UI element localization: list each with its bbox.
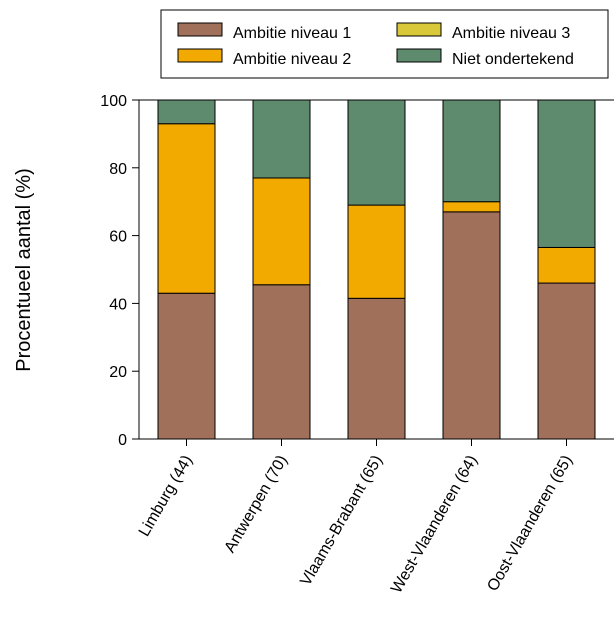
x-tick-label: Oost-Vlaanderen (65): [484, 453, 576, 595]
bar-segment-4-series-2: [442, 201, 501, 213]
bar-segment-5-series-2: [537, 246, 596, 284]
y-tick-label: 80: [109, 161, 127, 178]
bar-segment-3-series-2: [347, 204, 406, 299]
bar-segment-4-series-4: [442, 99, 501, 203]
legend-swatch: [396, 22, 442, 37]
bar-segment-2-series-2: [252, 177, 311, 286]
legend-label: Ambitie niveau 2: [233, 51, 351, 68]
legend-label: Ambitie niveau 3: [452, 25, 570, 42]
bar-segment-1-series-1: [157, 292, 216, 440]
bar-segment-4-series-1: [442, 211, 501, 440]
bar-segment-1-series-2: [157, 123, 216, 294]
x-tick-label: Limburg (44): [136, 453, 196, 540]
legend-swatch: [396, 48, 442, 63]
x-tick-label: Vlaams-Brabant (65): [297, 453, 386, 589]
bar-segment-2-series-4: [252, 99, 311, 179]
bar-segment-3-series-1: [347, 297, 406, 440]
y-axis-label: Procentueel aantal (%): [13, 168, 35, 371]
legend-label: Ambitie niveau 1: [233, 25, 351, 42]
bar-segment-1-series-4: [157, 99, 216, 125]
x-tick-label: Antwerpen (70): [222, 453, 291, 556]
bar-segment-5-series-1: [537, 282, 596, 440]
y-tick-label: 60: [109, 229, 127, 246]
legend-swatch: [177, 22, 223, 37]
legend-label: Niet ondertekend: [452, 51, 574, 68]
y-tick-label: 20: [109, 364, 127, 381]
y-tick-label: 100: [100, 93, 127, 110]
bar-segment-2-series-1: [252, 284, 311, 440]
plot-area: Limburg (44) Antwerpen (70) Vlaams-Brabant…: [100, 93, 614, 596]
bar-segment-5-series-4: [537, 99, 596, 248]
y-tick-label: 40: [109, 296, 127, 313]
x-tick-label: West-Vlaanderen (64): [388, 453, 481, 597]
bar-segment-3-series-4: [347, 99, 406, 206]
legend-swatch: [177, 48, 223, 63]
legend: Ambitie niveau 1 Ambitie niveau 2 Ambitie …: [160, 9, 609, 79]
legend-box: [160, 9, 609, 79]
y-tick-label: 0: [118, 432, 127, 449]
